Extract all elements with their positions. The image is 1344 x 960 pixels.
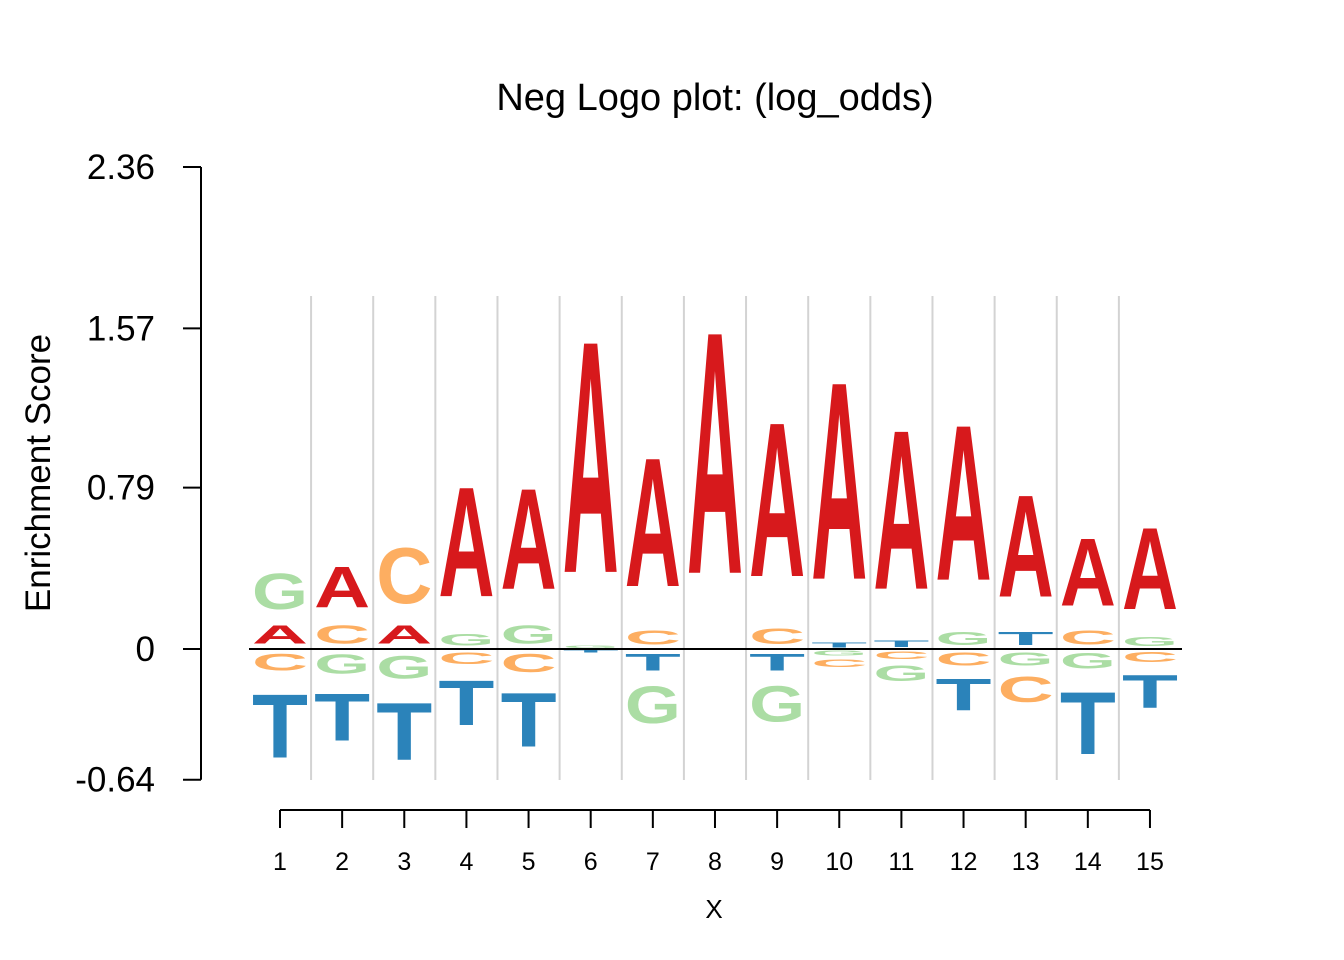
x-axis-label: X [705, 894, 722, 924]
logo-letter-A: A [687, 261, 743, 647]
logo-letter-T: T [998, 629, 1054, 649]
logo-letter-T: T [625, 649, 681, 676]
x-tick-label: 15 [1136, 848, 1164, 876]
logo-letter-T: T [438, 667, 494, 738]
logo-letter-G: G [625, 676, 681, 735]
y-tick-label: 0 [136, 630, 155, 669]
logo-letter-A: A [376, 621, 432, 649]
logo-letter-C: C [936, 649, 992, 669]
logo-letter-C: C [314, 621, 370, 649]
logo-letter-A: A [1060, 518, 1116, 626]
logo-letter-A: A [438, 455, 494, 630]
logo-letter-C: C [625, 627, 681, 649]
logo-letter-A: A [811, 322, 867, 638]
x-tick-label: 14 [1074, 848, 1102, 876]
logo-letter-G: G [873, 662, 929, 686]
logo-letter-A: A [252, 621, 308, 649]
logo-letter-A: A [873, 384, 929, 638]
logo-letter-G: G [811, 649, 867, 657]
logo-letter-G: G [376, 649, 432, 686]
logo-letter-G: G [252, 564, 308, 620]
logo-letter-C: C [749, 625, 805, 650]
logo-letter-A: A [625, 419, 681, 625]
x-tick-label: 10 [825, 848, 853, 876]
logo-letter-C: C [501, 649, 557, 677]
y-axis: -0.64 0 0.79 1.57 2.36 [75, 148, 202, 800]
logo-letter-C: C [873, 649, 929, 661]
logo-letter-A: A [563, 273, 619, 643]
chart-title: Neg Logo plot: (log_odds) [496, 77, 933, 119]
x-tick-label: 9 [770, 848, 784, 876]
y-axis-label: Enrichment Score [19, 334, 58, 612]
logo-letter-T: T [873, 639, 929, 649]
logo-letter-G: G [998, 649, 1054, 669]
x-tick-label: 6 [584, 848, 598, 876]
logo-letter-T: T [1060, 674, 1116, 774]
logo-letter-C: C [376, 531, 432, 620]
logo-letter-C: C [1060, 627, 1116, 649]
logo-letter-G: G [936, 629, 992, 649]
logo-letter-T: T [749, 649, 805, 676]
logo-letter-A: A [501, 458, 557, 620]
logo-letter-C: C [1122, 649, 1178, 665]
x-tick-label: 1 [273, 848, 287, 876]
logo-letter-T: T [501, 678, 557, 763]
y-tick-label: 0.79 [87, 469, 155, 508]
logo-letter-A: A [998, 464, 1054, 628]
x-tick-label: 13 [1012, 848, 1040, 876]
logo-letter-G: G [563, 645, 619, 649]
logo-letter-C: C [998, 669, 1054, 710]
y-tick-label: -0.64 [75, 761, 155, 800]
logo-letter-C: C [438, 649, 494, 667]
logo-letter-T: T [936, 670, 992, 721]
logo-letter-A: A [749, 377, 805, 624]
x-tick-label: 4 [459, 848, 473, 876]
logo-letter-A: A [936, 379, 992, 627]
x-tick-label: 5 [522, 848, 536, 876]
logo-letter-G: G [749, 677, 805, 733]
x-tick-label: 7 [646, 848, 660, 876]
logo-letter-G: G [501, 621, 557, 649]
x-tick-label: 2 [335, 848, 349, 876]
y-tick-label: 1.57 [87, 309, 155, 348]
x-axis: 1 2 3 4 5 6 7 8 9 10 11 12 13 14 15 [273, 809, 1164, 876]
x-tick-label: 12 [950, 848, 978, 876]
logo-letter-T: T [376, 686, 432, 777]
x-tick-label: 3 [397, 848, 411, 876]
logo-letter-T: T [811, 641, 867, 649]
logo-letter-T: T [314, 680, 370, 755]
logo-letter-T: T [563, 649, 619, 653]
grid-lines [310, 296, 1120, 780]
logo-letter-A: A [314, 555, 370, 620]
logo-letter-G: G [1122, 635, 1178, 649]
logo-letter-C: C [252, 649, 308, 675]
logo-letter-A: A [1122, 503, 1178, 634]
logo-letter-G: G [314, 649, 370, 680]
y-tick-label: 2.36 [87, 148, 155, 187]
logo-letter-C: C [811, 657, 867, 669]
logo-letter-G: G [438, 631, 494, 649]
logo-letter-T: T [1122, 666, 1178, 719]
x-tick-label: 8 [708, 848, 722, 876]
logo-letter-T: T [252, 676, 308, 778]
x-tick-label: 11 [888, 848, 914, 876]
logo-letter-G: G [1060, 649, 1116, 673]
